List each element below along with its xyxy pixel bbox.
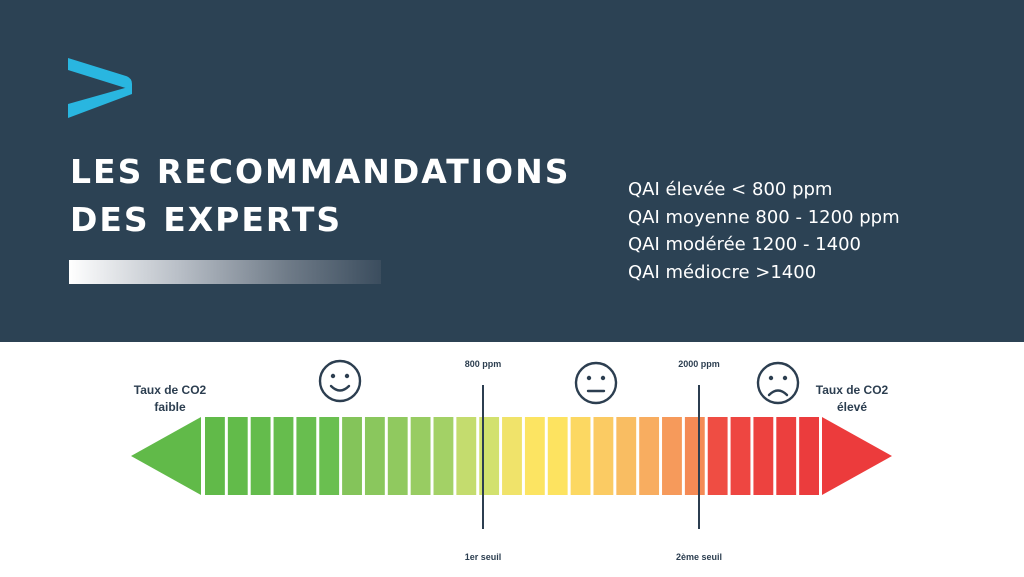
scale-segment bbox=[502, 417, 522, 495]
right-label-line-1: Taux de CO2 bbox=[816, 383, 889, 397]
scale-segment bbox=[296, 417, 317, 495]
threshold-1-value: 800 ppm bbox=[465, 359, 502, 369]
scale-segment bbox=[342, 417, 362, 495]
scale-segment bbox=[730, 417, 751, 495]
scale-segment bbox=[410, 417, 431, 495]
right-label-line-2: élevé bbox=[837, 400, 867, 414]
page-title: LES RECOMMANDATIONS DES EXPERTS bbox=[70, 148, 570, 244]
scale-segment bbox=[662, 417, 682, 495]
scale-segment bbox=[547, 417, 568, 495]
scale-segment bbox=[684, 417, 705, 495]
level-item-moyenne: QAI moyenne 800 - 1200 ppm bbox=[628, 206, 900, 228]
scale-segment bbox=[433, 417, 454, 495]
scale-segment bbox=[456, 417, 477, 495]
threshold-2-name: 2ème seuil bbox=[676, 552, 722, 562]
scale-segment bbox=[639, 417, 660, 495]
scale-segment bbox=[227, 417, 248, 495]
scale-segment bbox=[479, 417, 500, 495]
scale-segments bbox=[205, 417, 819, 495]
scale-segment bbox=[364, 417, 385, 495]
air-quality-levels-list: QAI élevée < 800 ppm QAI moyenne 800 - 1… bbox=[628, 176, 900, 286]
left-label-line-2: faible bbox=[154, 400, 186, 414]
scale-segment bbox=[753, 417, 774, 495]
scale-segment bbox=[319, 417, 340, 495]
scale-segment bbox=[616, 417, 637, 495]
left-label-line-1: Taux de CO2 bbox=[134, 383, 207, 397]
scale-segment bbox=[570, 417, 591, 495]
happy-face-icon bbox=[318, 359, 362, 403]
title-line-2: DES EXPERTS bbox=[70, 200, 343, 239]
scale-segment bbox=[593, 417, 614, 495]
level-item-moderee: QAI modérée 1200 - 1400 bbox=[628, 234, 861, 255]
threshold-2-value: 2000 ppm bbox=[678, 359, 720, 369]
neutral-face-icon bbox=[574, 361, 618, 405]
scale-segment bbox=[273, 417, 294, 495]
play-arrow-logo-icon bbox=[68, 58, 132, 118]
scale-segment bbox=[387, 417, 408, 495]
level-item-mediocre: QAI médiocre >1400 bbox=[628, 261, 817, 283]
title-line-1: LES RECOMMANDATIONS bbox=[70, 152, 571, 191]
scale-segment bbox=[707, 417, 728, 495]
co2-scale: Taux de CO2 faible Taux de CO2 élevé 800… bbox=[0, 342, 1024, 577]
threshold-1-name: 1er seuil bbox=[465, 552, 502, 562]
scale-segment bbox=[205, 417, 225, 495]
right-arrow-head bbox=[822, 417, 892, 495]
scale-segment bbox=[250, 417, 271, 495]
header-panel: LES RECOMMANDATIONS DES EXPERTS QAI élev… bbox=[0, 0, 1024, 342]
gradient-divider bbox=[69, 260, 381, 284]
level-item-elevee: QAI élevée < 800 ppm bbox=[628, 179, 833, 200]
scale-segment bbox=[776, 417, 797, 495]
scale-segment bbox=[524, 417, 545, 495]
sad-face-icon bbox=[756, 361, 800, 405]
scale-segment bbox=[799, 417, 819, 495]
left-arrow-head bbox=[131, 417, 201, 495]
